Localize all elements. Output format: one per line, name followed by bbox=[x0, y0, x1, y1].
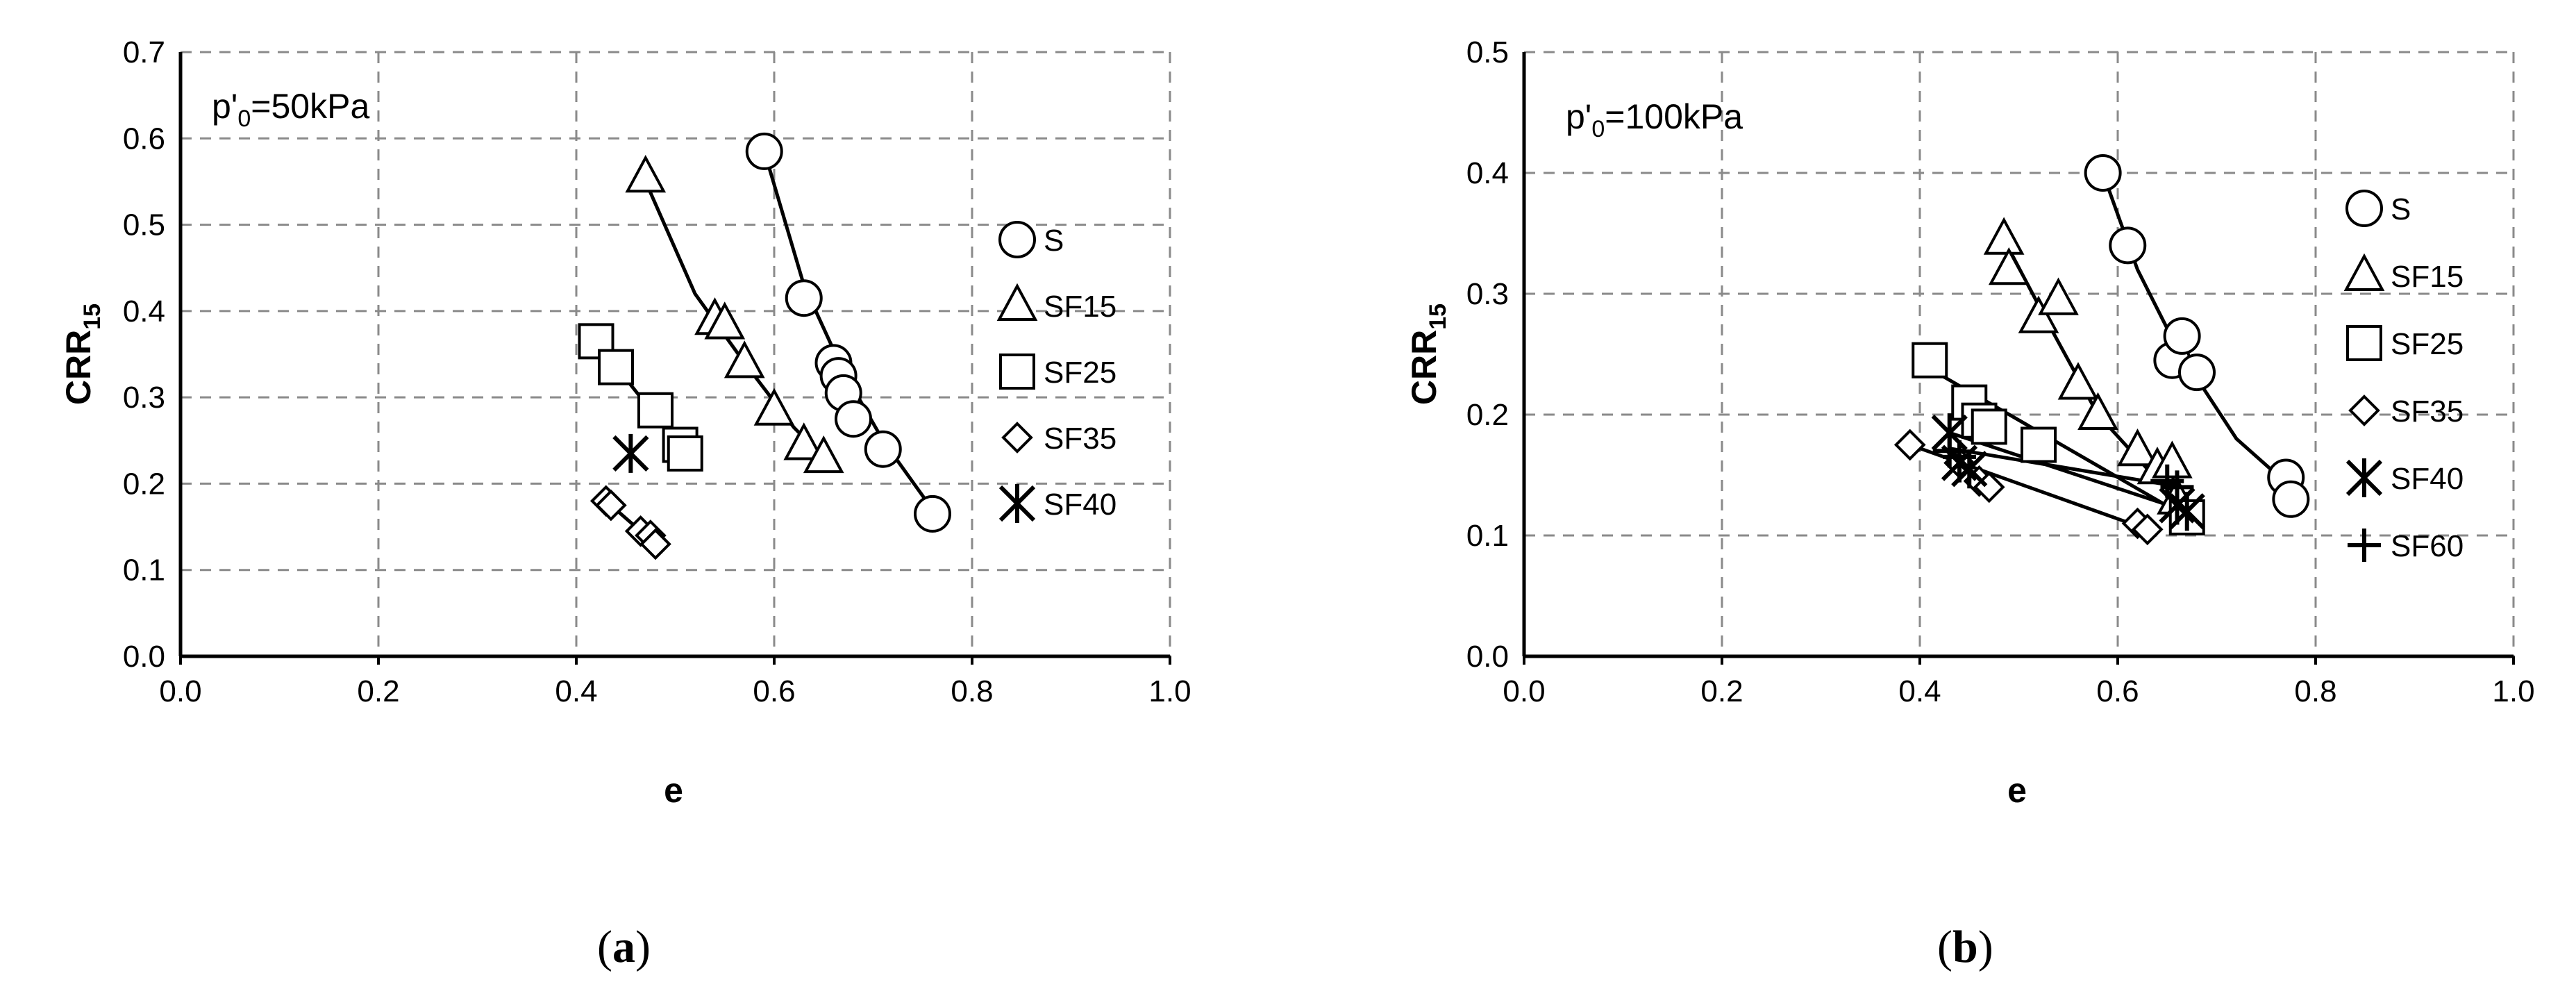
panel-b: 0.0 0.2 0.4 0.6 0.8 1.0 0.0 0.1 0.2 0.3 0.4 0.5 e CRR… bbox=[1405, 35, 2535, 972]
point-sf15 bbox=[704, 301, 746, 340]
point-sf60 bbox=[2160, 470, 2194, 504]
panel-caption: (a) bbox=[597, 922, 651, 972]
legend-label-sf40: SF40 bbox=[1044, 488, 1116, 522]
point-s bbox=[864, 430, 902, 468]
x-axis-label: e bbox=[2007, 771, 2027, 810]
y-tick-label: 0.0 bbox=[1466, 640, 1509, 674]
y-tick-label: 0.0 bbox=[123, 640, 165, 674]
point-sf15 bbox=[803, 435, 844, 474]
y-tick-label: 0.4 bbox=[1466, 156, 1509, 190]
point-sf40 bbox=[612, 433, 649, 473]
legend-marker-sf40 bbox=[2345, 458, 2383, 497]
point-s bbox=[2163, 317, 2201, 355]
panel-caption: (b) bbox=[1937, 922, 1993, 972]
point-s bbox=[2084, 154, 2122, 192]
legend-marker-sf35 bbox=[2348, 394, 2380, 426]
point-sf25 bbox=[598, 349, 634, 385]
legend-label-sf40: SF40 bbox=[2391, 462, 2464, 496]
point-sf15 bbox=[1988, 247, 2030, 285]
x-tick-label: 0.4 bbox=[555, 674, 597, 708]
legend-marker-sf15 bbox=[2343, 253, 2385, 291]
point-s bbox=[914, 494, 951, 533]
x-tick-label: 0.4 bbox=[1898, 674, 1941, 708]
pressure-annotation: p'0=50kPa bbox=[212, 87, 369, 132]
x-tick-label: 0.6 bbox=[2096, 674, 2139, 708]
point-s bbox=[2272, 480, 2310, 518]
x-tick-label: 0.0 bbox=[1503, 674, 1545, 708]
x-tick-label: 0.0 bbox=[159, 674, 201, 708]
y-axis-label: CRR15 bbox=[59, 303, 106, 405]
x-tick-label: 0.8 bbox=[2294, 674, 2336, 708]
x-axis-label: e bbox=[664, 771, 683, 810]
point-sf35 bbox=[595, 489, 627, 522]
point-s bbox=[785, 279, 823, 317]
x-tick-label: 0.6 bbox=[753, 674, 795, 708]
point-s bbox=[2109, 226, 2147, 265]
point-sf35 bbox=[2131, 513, 2164, 546]
point-sf15 bbox=[625, 155, 667, 193]
legend-label-sf35: SF35 bbox=[2391, 394, 2464, 429]
point-s bbox=[835, 400, 872, 438]
x-tick-label: 0.8 bbox=[951, 674, 993, 708]
point-sf25 bbox=[2021, 426, 2057, 463]
x-tick-label: 0.2 bbox=[357, 674, 399, 708]
y-axis-label: CRR15 bbox=[1405, 303, 1451, 405]
legend-label-sf35: SF35 bbox=[1044, 422, 1116, 456]
x-tick-label: 1.0 bbox=[1148, 674, 1191, 708]
y-tick-label: 0.2 bbox=[123, 467, 165, 501]
point-sf15 bbox=[2117, 429, 2158, 467]
legend-marker-s bbox=[2345, 190, 2383, 227]
legend-marker-s bbox=[998, 221, 1036, 258]
legend-marker-sf25 bbox=[999, 354, 1035, 390]
y-tick-label: 0.2 bbox=[1466, 398, 1509, 432]
legend-label-s: S bbox=[1044, 224, 1064, 258]
point-sf15 bbox=[753, 388, 795, 426]
point-sf15 bbox=[2018, 295, 2059, 333]
fit-line-sf40 bbox=[1949, 431, 2188, 513]
pressure-annotation: p'0=100kPa bbox=[1566, 97, 1743, 142]
point-sf25 bbox=[667, 435, 703, 472]
legend-label-sf25: SF25 bbox=[1044, 356, 1116, 390]
point-sf60 bbox=[1943, 440, 1976, 474]
point-s bbox=[2178, 354, 2216, 392]
legend-label-sf15: SF15 bbox=[1044, 290, 1116, 324]
y-tick-label: 0.1 bbox=[123, 554, 165, 588]
point-sf25 bbox=[1912, 342, 1948, 379]
point-sf25 bbox=[1971, 408, 2007, 445]
y-tick-label: 0.4 bbox=[123, 294, 165, 328]
legend-marker-sf15 bbox=[996, 283, 1038, 321]
legend-label-sf25: SF25 bbox=[2391, 327, 2464, 361]
y-tick-label: 0.7 bbox=[123, 35, 165, 69]
point-sf35 bbox=[639, 528, 671, 560]
x-tick-label: 0.2 bbox=[1700, 674, 1743, 708]
legend-label-s: S bbox=[2391, 192, 2411, 226]
y-tick-label: 0.6 bbox=[123, 122, 165, 156]
legend-label-sf60: SF60 bbox=[2391, 529, 2464, 563]
y-tick-label: 0.1 bbox=[1466, 519, 1509, 553]
legend-marker-sf25 bbox=[2346, 325, 2382, 361]
point-sf15 bbox=[783, 422, 825, 460]
y-tick-label: 0.3 bbox=[123, 381, 165, 415]
point-sf15 bbox=[1983, 217, 2025, 255]
legend-label-sf15: SF15 bbox=[2391, 260, 2464, 294]
legend-marker-sf60 bbox=[2348, 529, 2381, 562]
x-tick-label: 1.0 bbox=[2492, 674, 2534, 708]
point-sf25 bbox=[637, 392, 674, 429]
point-sf15 bbox=[2077, 392, 2118, 430]
legend-marker-sf40 bbox=[998, 484, 1036, 523]
point-s bbox=[745, 132, 783, 170]
y-tick-label: 0.5 bbox=[1466, 35, 1509, 69]
y-tick-label: 0.3 bbox=[1466, 277, 1509, 311]
point-sf15 bbox=[2057, 362, 2099, 400]
point-sf15 bbox=[2152, 440, 2193, 479]
legend-marker-sf35 bbox=[1001, 422, 1033, 454]
point-sf15 bbox=[724, 340, 765, 379]
point-sf35 bbox=[1893, 429, 1926, 461]
panel-a: 0.0 0.2 0.4 0.6 0.8 1.0 0.0 0.1 0.2 0.3 0.4 0.5 0.6 0… bbox=[59, 35, 1191, 972]
point-sf15 bbox=[2038, 277, 2079, 315]
y-tick-label: 0.5 bbox=[123, 208, 165, 242]
